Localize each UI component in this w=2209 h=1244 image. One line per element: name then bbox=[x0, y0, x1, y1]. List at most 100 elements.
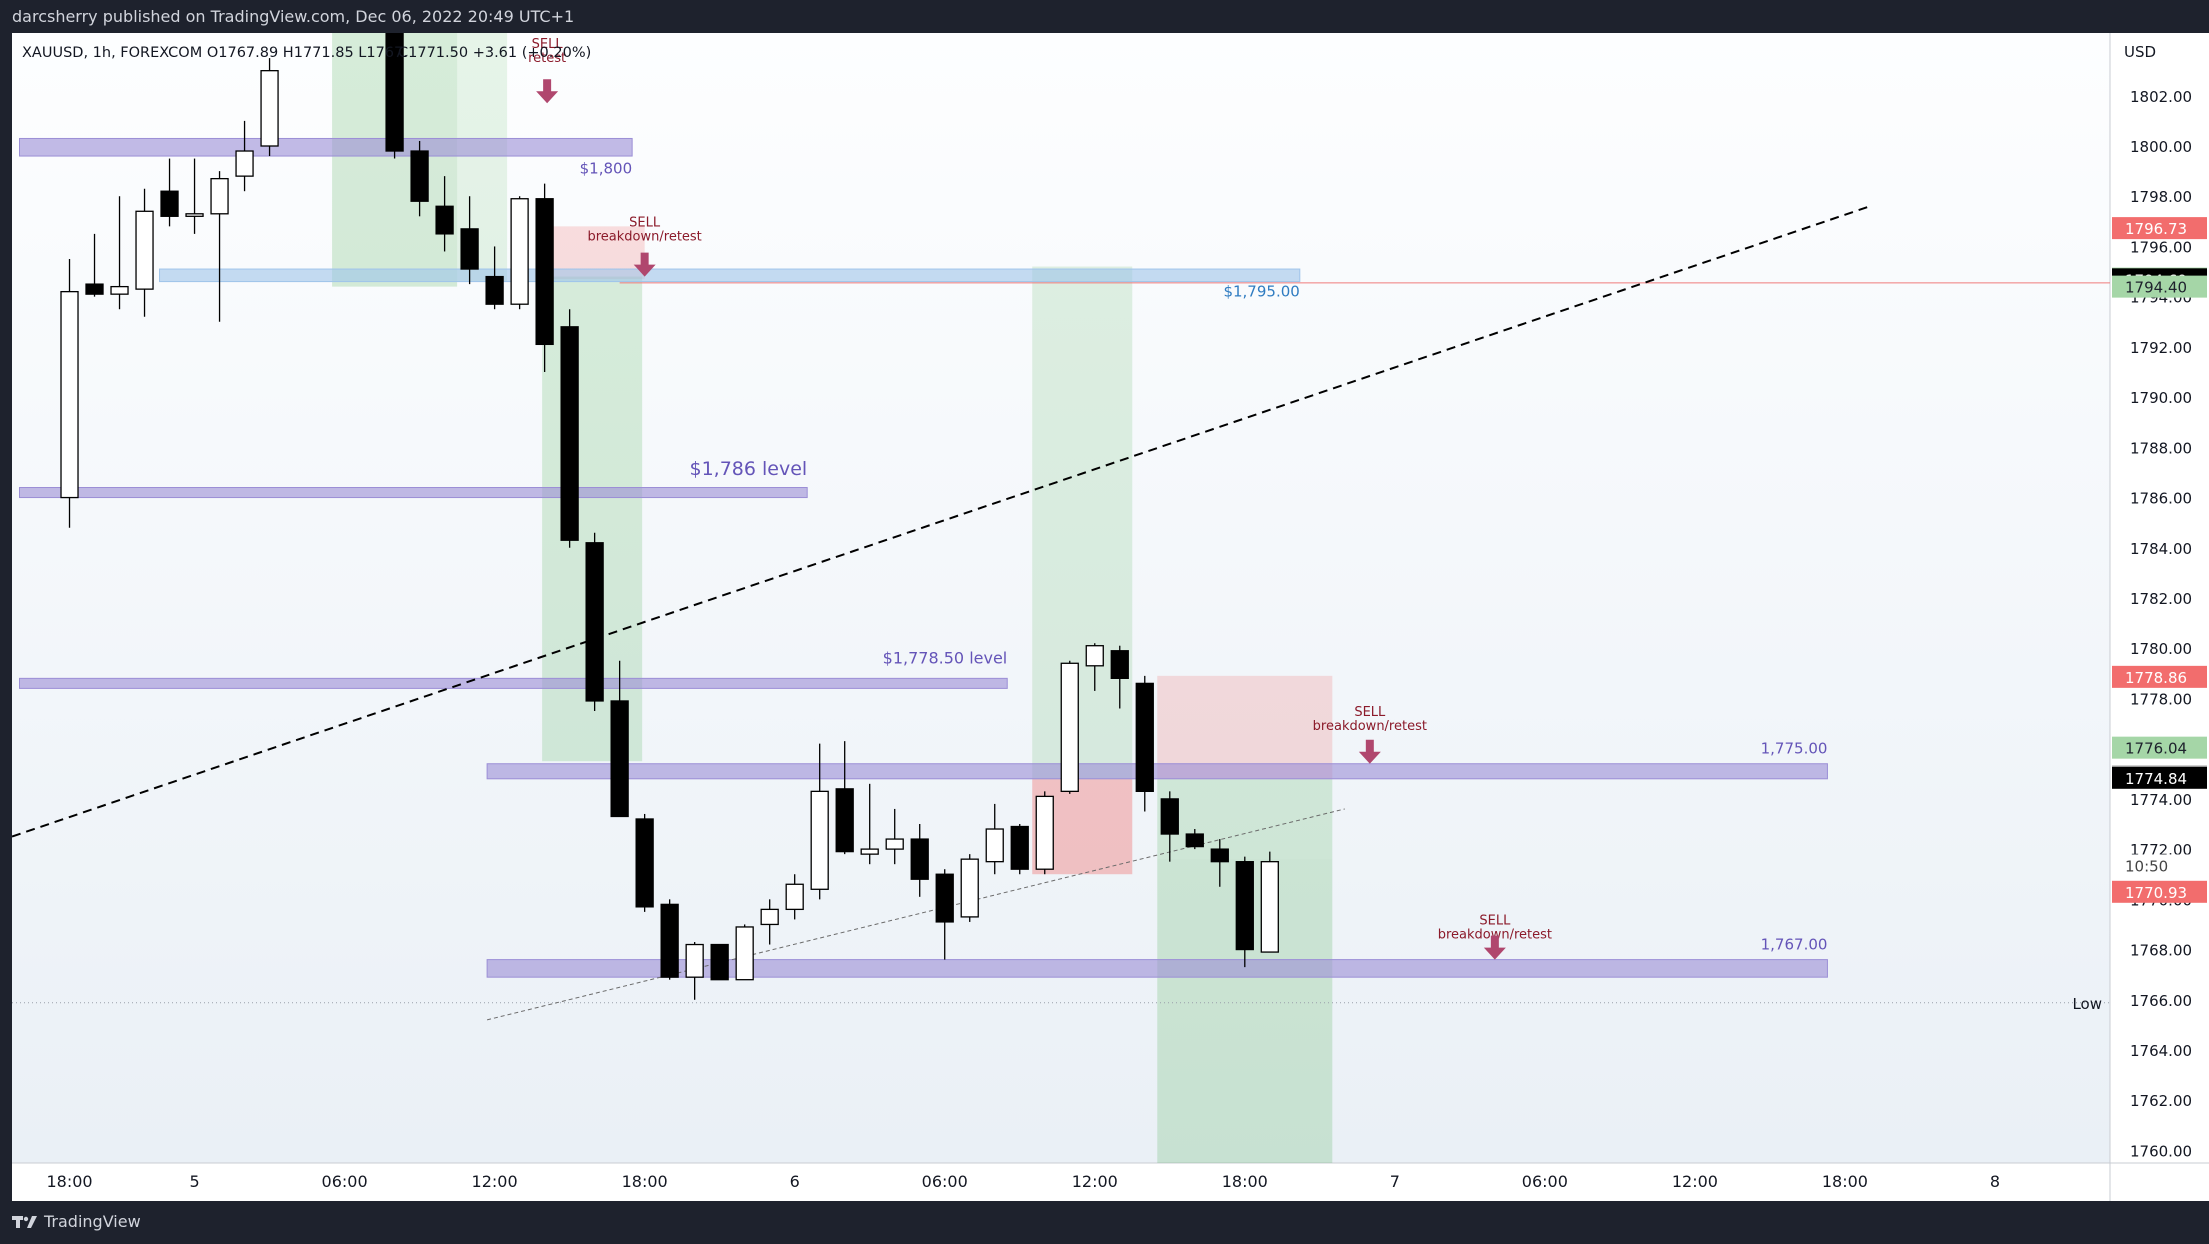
candle bbox=[260, 58, 279, 157]
tradingview-brand[interactable]: TradingView bbox=[12, 1212, 141, 1231]
y-tick-label: 1788.00 bbox=[2130, 439, 2192, 457]
candle bbox=[110, 196, 129, 310]
price-badge bbox=[2112, 275, 2207, 298]
candle-body-down bbox=[935, 873, 954, 923]
x-tick-label: 06:00 bbox=[1522, 1172, 1568, 1191]
candle bbox=[1085, 643, 1104, 691]
candle bbox=[1035, 791, 1054, 875]
candle-body-down bbox=[660, 903, 679, 978]
y-tick-label: 1784.00 bbox=[2130, 540, 2192, 558]
candle-body-up bbox=[1060, 662, 1079, 793]
y-tick-label: 1782.00 bbox=[2130, 590, 2192, 608]
candle bbox=[510, 196, 529, 310]
x-tick-label: 12:00 bbox=[1672, 1172, 1718, 1191]
sell-arrow-icon bbox=[536, 79, 559, 104]
price-badge bbox=[2112, 736, 2207, 759]
x-tick-label: 18:00 bbox=[622, 1172, 668, 1191]
y-tick-label: 1800.00 bbox=[2130, 138, 2192, 156]
level-1795 bbox=[159, 268, 1301, 283]
candle bbox=[60, 259, 79, 528]
green-zone-4 bbox=[1032, 266, 1133, 779]
currency-label: USD bbox=[2124, 43, 2156, 61]
candle-body-down bbox=[160, 190, 179, 217]
candle-body-up bbox=[785, 883, 804, 911]
candle-body-up bbox=[235, 150, 254, 177]
badge-1776.04: 1776.04 bbox=[2112, 736, 2207, 759]
candle-body-down bbox=[485, 275, 504, 305]
candle-body-up bbox=[985, 828, 1004, 863]
candle bbox=[1110, 645, 1129, 709]
x-tick-label: 06:00 bbox=[322, 1172, 368, 1191]
candle bbox=[860, 783, 879, 865]
level-1800 bbox=[19, 137, 633, 157]
level-label: 1,775.00 bbox=[1761, 740, 1828, 758]
candle bbox=[1010, 824, 1029, 875]
candle-body-down bbox=[835, 788, 854, 853]
symbol-legend-ohlc: C1771.50 +3.61 (+0.20%) bbox=[398, 45, 591, 61]
y-tick-label: 1792.00 bbox=[2130, 339, 2192, 357]
price-badge-text: 1796.73 bbox=[2125, 220, 2187, 238]
candle bbox=[535, 183, 554, 372]
badge-countdown: 10:50 bbox=[2112, 854, 2207, 877]
symbol-legend-text: XAUUSD, 1h, FOREXCOM O1767.89 H1771.85 L… bbox=[22, 45, 408, 61]
y-tick-label: 1768.00 bbox=[2130, 942, 2192, 960]
candle-body-up bbox=[960, 858, 979, 918]
level-label: $1,778.50 level bbox=[883, 648, 1008, 667]
candle-body-up bbox=[1085, 645, 1104, 667]
candle-body-up bbox=[1260, 861, 1279, 953]
annotation-text: SELL bbox=[1479, 913, 1511, 928]
candle-body-up bbox=[210, 177, 229, 215]
candle-body-down bbox=[1185, 833, 1204, 848]
candle-body-down bbox=[1160, 798, 1179, 835]
candle-body-up bbox=[110, 285, 129, 295]
candle-body-up bbox=[510, 198, 529, 305]
annotation-text: retest bbox=[528, 51, 566, 66]
candle bbox=[435, 176, 454, 252]
candle-body-down bbox=[1010, 825, 1029, 870]
annotation-text: SELL bbox=[629, 215, 661, 230]
candle bbox=[1135, 675, 1154, 812]
candle-body-down bbox=[1110, 650, 1129, 680]
candle-body-down bbox=[560, 326, 579, 541]
candle bbox=[210, 171, 229, 322]
candle bbox=[1185, 829, 1204, 850]
annotation-text: breakdown/retest bbox=[588, 229, 702, 244]
candle bbox=[985, 803, 1004, 875]
candle-body-up bbox=[760, 908, 779, 926]
tradingview-logo-icon bbox=[12, 1215, 37, 1228]
annotation-text: breakdown/retest bbox=[1313, 719, 1427, 734]
brand-name: TradingView bbox=[44, 1212, 141, 1231]
level-label: 1,767.00 bbox=[1761, 936, 1828, 954]
candle-body-down bbox=[1235, 861, 1254, 951]
candle bbox=[610, 660, 629, 818]
red-zone-3 bbox=[1157, 675, 1333, 779]
candle-body-down bbox=[710, 943, 729, 981]
sell-arrow-icon bbox=[633, 252, 656, 277]
x-tick-label: 8 bbox=[1990, 1172, 2000, 1191]
y-tick-label: 1762.00 bbox=[2130, 1092, 2192, 1110]
x-tick-label: 18:00 bbox=[1822, 1172, 1868, 1191]
price-badge bbox=[2112, 665, 2207, 688]
x-tick-label: 18:00 bbox=[1222, 1172, 1268, 1191]
candle-body-up bbox=[185, 213, 204, 217]
candle-body-down bbox=[585, 542, 604, 702]
price-badge bbox=[2112, 880, 2207, 903]
candle bbox=[410, 140, 429, 217]
candle bbox=[635, 813, 654, 912]
price-badge bbox=[2112, 766, 2207, 789]
y-tick-label: 1778.00 bbox=[2130, 690, 2192, 708]
candle-body-down bbox=[410, 150, 429, 202]
y-tick-label: 1802.00 bbox=[2130, 88, 2192, 106]
y-tick-label: 1774.00 bbox=[2130, 791, 2192, 809]
badge-1778.86: 1778.86 bbox=[2112, 665, 2207, 688]
candle bbox=[1210, 839, 1229, 887]
low-label: Low bbox=[2072, 995, 2102, 1013]
trendline-main bbox=[12, 205, 1871, 838]
badge-1794.40: 1794.40 bbox=[2112, 275, 2207, 298]
price-badge-text: 1794.40 bbox=[2125, 279, 2187, 297]
price-badge bbox=[2112, 854, 2207, 877]
annotation-text: SELL bbox=[1354, 705, 1386, 720]
candle bbox=[135, 188, 154, 317]
